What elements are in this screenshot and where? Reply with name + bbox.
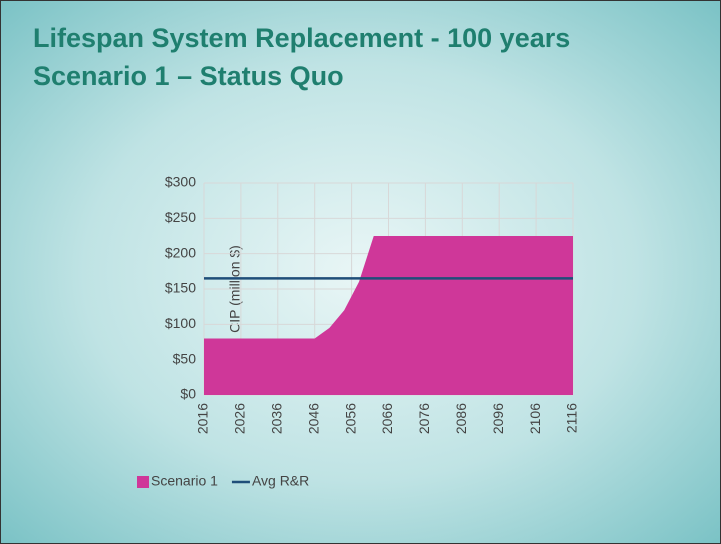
y-tick-label: $0 bbox=[180, 386, 196, 402]
title-line: Scenario 1 – Status Quo bbox=[33, 61, 344, 91]
area bbox=[204, 236, 573, 395]
y-tick-label: $100 bbox=[165, 315, 196, 331]
x-tick-label: 2046 bbox=[305, 403, 321, 434]
x-tick-label: 2036 bbox=[269, 403, 285, 434]
legend-label: Avg R&R bbox=[252, 473, 309, 489]
x-tick-label: 2076 bbox=[416, 403, 432, 434]
legend-label: Scenario 1 bbox=[151, 473, 218, 489]
y-tick-label: $150 bbox=[165, 280, 196, 296]
x-tick-label: 2056 bbox=[342, 403, 358, 434]
y-tick-label: $300 bbox=[165, 174, 196, 190]
x-tick-label: 2116 bbox=[564, 403, 580, 433]
x-tick-label: 2066 bbox=[379, 403, 395, 434]
x-tick-label: 2016 bbox=[195, 403, 211, 434]
x-tick-label: 2026 bbox=[232, 403, 248, 434]
y-tick-label: $200 bbox=[165, 244, 196, 260]
x-tick-label: 2106 bbox=[527, 403, 543, 434]
x-tick-label: 2086 bbox=[453, 403, 469, 434]
legend-swatch bbox=[137, 476, 149, 488]
y-tick-label: $50 bbox=[173, 350, 197, 366]
title-line: Lifespan System Replacement - 100 years bbox=[33, 23, 570, 53]
x-tick-label: 2096 bbox=[490, 403, 506, 434]
y-tick-label: $250 bbox=[165, 209, 196, 225]
